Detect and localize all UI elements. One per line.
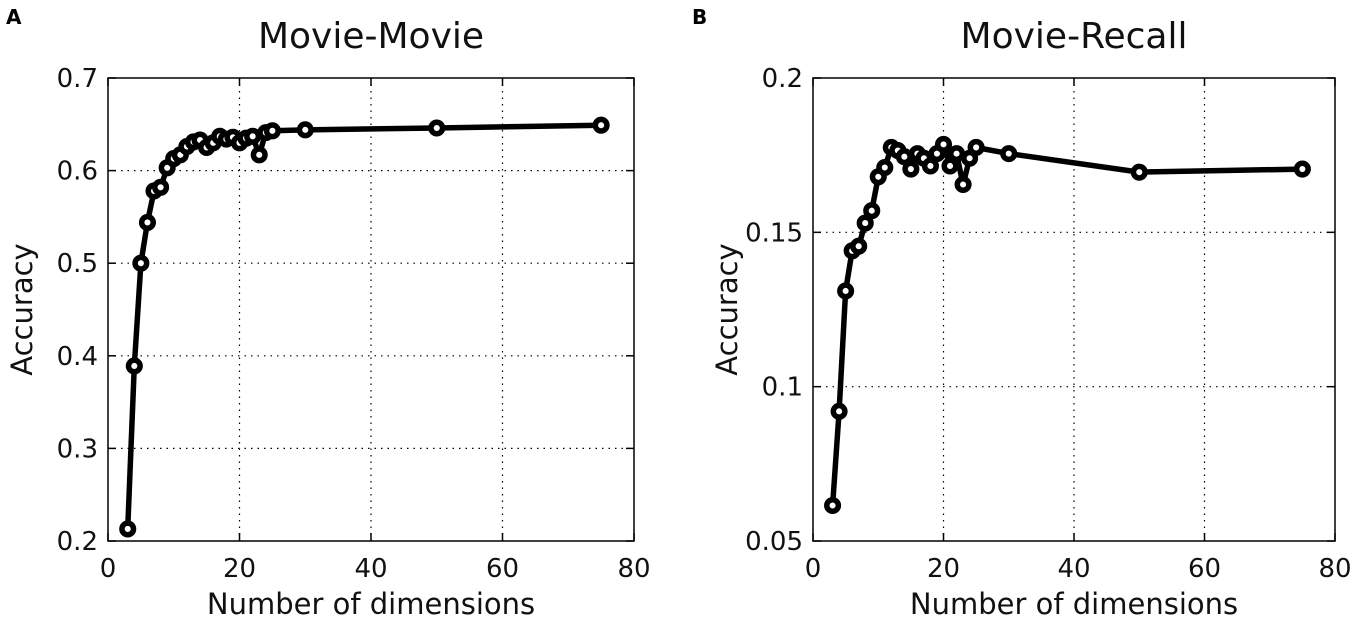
panel-b-data-point [967,138,985,156]
panel-b-y-axis-label: Accuracy [710,243,744,375]
panel-a-data-point [263,122,281,140]
panel-b-title: Movie-Recall [961,16,1188,57]
panel-a: A Movie-Movie 0 20 40 60 80 0.2 0.3 0.4 0.5 0.6 0.7 N… [5,5,651,621]
panel-a-data-point [250,146,268,164]
panel-a-y-tick-label: 0.7 [57,64,98,94]
panel-a-x-tick-label: 40 [354,554,387,584]
panel-a-data-point [244,127,262,145]
panel-a-data-point [138,213,156,232]
panel-b-y-tick-label: 0.2 [762,64,803,94]
panel-a-data-point [119,520,137,538]
panel-b: B Movie-Recall 0 20 40 60 80 0.05 0.1 0.15 0.2 Numb… [692,5,1352,621]
panel-b-series-line [829,141,1306,509]
panel-b-y-tick-label: 0.05 [745,527,803,557]
panel-a-data-point [132,254,150,272]
panel-b-data-point [1130,163,1148,181]
panel-b-data-point [948,145,966,163]
panel-b-data-point [895,148,913,166]
panel-b-data-point [941,157,959,175]
panel-a-data-point [296,121,314,139]
panel-b-x-tick-label: 80 [1318,554,1351,584]
panel-b-data-point [921,157,940,175]
panel-b-x-tick-label: 60 [1188,554,1221,584]
panel-b-x-tick-label: 0 [805,554,822,584]
panel-a-y-tick-label: 0.3 [57,434,98,464]
panel-a-y-tick-label: 0.5 [57,249,98,279]
panel-a-data-point [428,119,446,137]
panel-b-data-point [876,158,894,177]
panel-b-x-axis-label: Number of dimensions [910,587,1238,621]
panel-a-x-tick-label: 0 [100,554,117,584]
panel-b-data-point [1000,145,1018,163]
panel-b-data-point [837,282,855,300]
panel-a-data-point [152,178,170,196]
panel-a-y-tick-label: 0.6 [57,157,98,187]
panel-b-letter: B [692,5,707,29]
panel-b-data-point [902,160,920,178]
panel-a-y-axis-label: Accuracy [5,243,39,375]
panel-a-data-point [592,116,610,134]
panel-b-data-point [824,496,842,515]
panel-b-data-point [830,402,848,420]
panel-b-data-point [954,175,972,194]
panel-b-data-point [1293,160,1311,178]
panel-a-series-line [124,122,604,532]
panel-b-y-tick-label: 0.1 [762,373,803,403]
panel-a-title: Movie-Movie [258,16,484,57]
panel-b-x-tick-label: 20 [927,554,960,584]
panel-a-letter: A [6,5,22,29]
panel-a-x-tick-label: 80 [617,554,650,584]
panel-b-x-tick-label: 40 [1057,554,1090,584]
panel-a-x-tick-label: 20 [223,554,256,584]
panel-a-x-tick-label: 60 [486,554,519,584]
panel-b-data-point [863,202,881,220]
panel-a-x-axis-label: Number of dimensions [207,587,535,621]
panel-b-data-point [934,135,953,153]
panel-a-y-tick-label: 0.2 [57,527,98,557]
panel-a-y-tick-label: 0.4 [57,342,98,372]
panel-b-y-tick-label: 0.15 [745,218,803,248]
panel-b-data-point [856,214,874,232]
panel-b-data-point [850,237,868,255]
panel-a-data-point [125,357,143,375]
